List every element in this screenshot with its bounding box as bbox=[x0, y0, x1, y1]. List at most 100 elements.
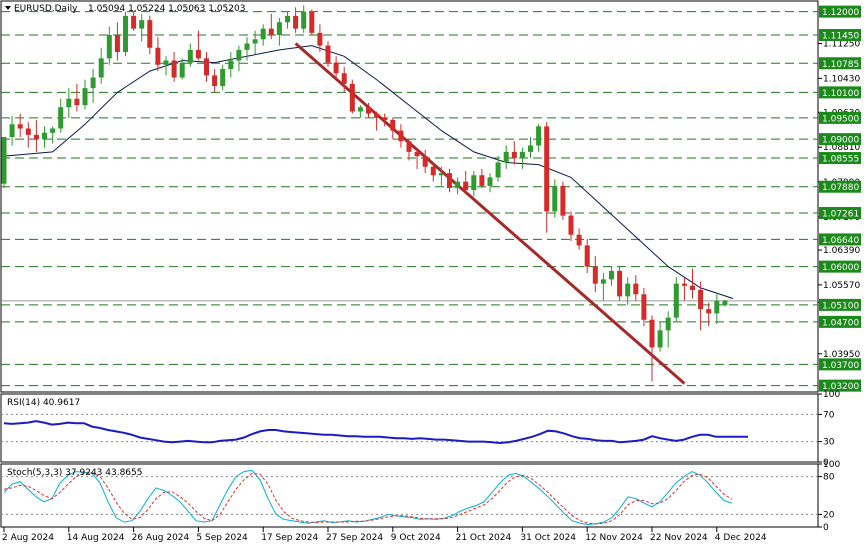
time-axis: 2 Aug 2024 14 Aug 2024 26 Aug 2024 5 Sep 20… bbox=[2, 527, 767, 543]
level-label: 1.06640 bbox=[819, 233, 861, 246]
level-labels: 1.12000 1.11450 1.10785 1.10100 1.09500 1.090… bbox=[819, 5, 861, 392]
candle bbox=[641, 287, 647, 327]
level-label: 1.09000 bbox=[819, 133, 861, 146]
candle bbox=[382, 113, 388, 127]
candle-body bbox=[309, 11, 315, 33]
candle-body bbox=[698, 290, 704, 310]
candle bbox=[698, 281, 704, 331]
trendline bbox=[294, 42, 686, 385]
candle bbox=[495, 156, 501, 182]
stoch-pane: 100 80 20 0 Stoch(5,3,3) 37.9243 43.8655 bbox=[0, 460, 840, 533]
candle-body bbox=[252, 39, 258, 44]
candle-body bbox=[349, 83, 355, 112]
time-tick-label: 22 Nov 2024 bbox=[650, 533, 708, 543]
candle-body bbox=[625, 283, 631, 297]
candle bbox=[301, 5, 307, 33]
candle bbox=[268, 13, 274, 40]
candle-body bbox=[536, 126, 542, 146]
stoch-ticks: 100 80 20 0 bbox=[818, 460, 840, 533]
time-tick-label: 17 Sep 2024 bbox=[261, 533, 318, 543]
rsi-tick-label: 70 bbox=[823, 410, 835, 420]
level-label: 1.05100 bbox=[819, 298, 861, 311]
candle bbox=[398, 124, 404, 148]
candle-body bbox=[285, 15, 290, 23]
level-label: 1.12000 bbox=[819, 5, 861, 18]
stoch-tick-label: 80 bbox=[823, 473, 835, 483]
candle bbox=[649, 315, 655, 382]
candle bbox=[447, 168, 452, 193]
candle-body bbox=[657, 330, 663, 348]
candle bbox=[58, 98, 64, 133]
level-label-text: 1.12000 bbox=[822, 8, 859, 18]
candle bbox=[333, 56, 339, 80]
candle-body bbox=[90, 77, 96, 89]
candle-body bbox=[220, 69, 226, 86]
candle-body bbox=[58, 107, 64, 129]
candle-body bbox=[179, 62, 185, 78]
stoch-pane-frame bbox=[0, 463, 819, 528]
moving-average bbox=[3, 45, 734, 299]
candle bbox=[147, 15, 153, 55]
rsi-line bbox=[3, 420, 748, 445]
candle-body bbox=[673, 283, 679, 318]
candle-body bbox=[131, 15, 137, 29]
candle bbox=[114, 22, 120, 61]
candles bbox=[1, 5, 728, 382]
candle bbox=[325, 41, 331, 67]
candle-body bbox=[204, 58, 209, 76]
level-label-text: 1.04700 bbox=[822, 318, 859, 328]
candle-body bbox=[42, 132, 47, 140]
candle bbox=[406, 139, 412, 161]
candle bbox=[592, 256, 598, 293]
level-label-text: 1.05100 bbox=[822, 301, 859, 311]
candle-body bbox=[268, 28, 274, 35]
candle bbox=[665, 311, 671, 348]
candle-body bbox=[487, 177, 493, 186]
rsi-tick-label: 30 bbox=[823, 438, 835, 448]
price-pane: 1.125001.112501.104301.096301.088101.079… bbox=[0, 0, 861, 393]
candle bbox=[633, 275, 639, 301]
candle-body bbox=[706, 309, 712, 314]
candle-body bbox=[293, 15, 299, 29]
level-label-text: 1.06640 bbox=[822, 236, 859, 246]
candle bbox=[414, 147, 420, 169]
candle-body bbox=[649, 319, 655, 348]
candle bbox=[560, 181, 566, 220]
candle-body bbox=[584, 245, 590, 267]
candle bbox=[722, 299, 728, 307]
candle bbox=[9, 115, 15, 146]
candle-body bbox=[187, 49, 193, 63]
level-label-box bbox=[819, 379, 861, 392]
price-tick-label: 1.03950 bbox=[823, 350, 860, 360]
candle bbox=[66, 88, 72, 118]
level-label-box bbox=[819, 111, 861, 124]
candle bbox=[552, 179, 558, 218]
candle-body bbox=[382, 117, 388, 120]
candle-body bbox=[471, 175, 477, 191]
candle bbox=[609, 266, 614, 286]
candle-body bbox=[82, 88, 88, 106]
candle-body bbox=[422, 156, 428, 167]
candle-body bbox=[236, 49, 242, 61]
candle-body bbox=[665, 317, 671, 331]
level-label-box bbox=[819, 57, 861, 70]
level-label-text: 1.08555 bbox=[822, 155, 859, 165]
candle bbox=[536, 124, 542, 152]
candle bbox=[1, 137, 7, 188]
candle bbox=[544, 122, 550, 233]
candle bbox=[260, 24, 266, 46]
candle-body bbox=[366, 107, 371, 114]
level-label-text: 1.09000 bbox=[822, 136, 859, 146]
candle-body bbox=[430, 166, 436, 176]
price-tick-label: 1.10430 bbox=[823, 74, 860, 84]
dropdown-triangle-icon[interactable] bbox=[5, 6, 11, 10]
candle-body bbox=[317, 32, 323, 46]
level-label-box bbox=[819, 5, 861, 18]
candle bbox=[487, 173, 493, 193]
candle-body bbox=[447, 173, 452, 188]
rsi-pane: 100 70 30 0 RSI(14) 40.9617 bbox=[0, 390, 840, 468]
candle-body bbox=[519, 151, 525, 159]
symbol-label: EURUSD,Daily bbox=[14, 4, 78, 14]
rsi-series bbox=[3, 420, 748, 445]
